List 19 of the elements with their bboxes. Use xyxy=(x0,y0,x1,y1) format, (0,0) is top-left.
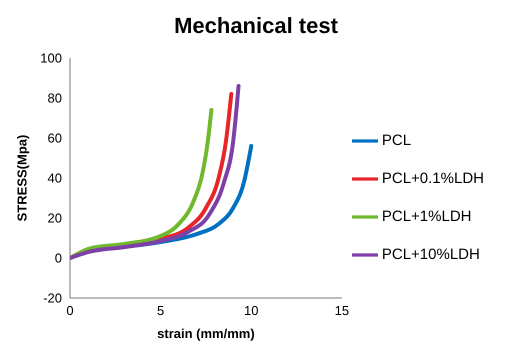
x-tick-label: 0 xyxy=(66,303,74,318)
y-tick-label: 20 xyxy=(48,210,62,226)
legend-label: PCL+1%LDH xyxy=(382,208,472,225)
x-tick-label: 15 xyxy=(334,303,350,318)
x-axis-title: strain (mm/mm) xyxy=(157,326,255,341)
y-tick-label: 60 xyxy=(48,130,62,146)
line-series xyxy=(70,84,241,260)
y-tick-label: -20 xyxy=(43,290,62,306)
y-tick-label: 80 xyxy=(48,90,62,106)
y-axis-title: STRESS(Mpa) xyxy=(14,134,30,222)
x-tick-label: 5 xyxy=(157,303,164,318)
chart-title: Mechanical test xyxy=(173,12,339,40)
y-tick-label: 100 xyxy=(40,50,62,66)
legend-label: PCL+0.1%LDH xyxy=(382,170,484,187)
y-tick-label: 0 xyxy=(54,250,62,266)
legend-label: PCL+10%LDH xyxy=(382,246,480,263)
y-tick-label: 40 xyxy=(48,170,62,186)
x-tick-label: 10 xyxy=(244,303,258,318)
legend-label: PCL xyxy=(382,132,412,149)
